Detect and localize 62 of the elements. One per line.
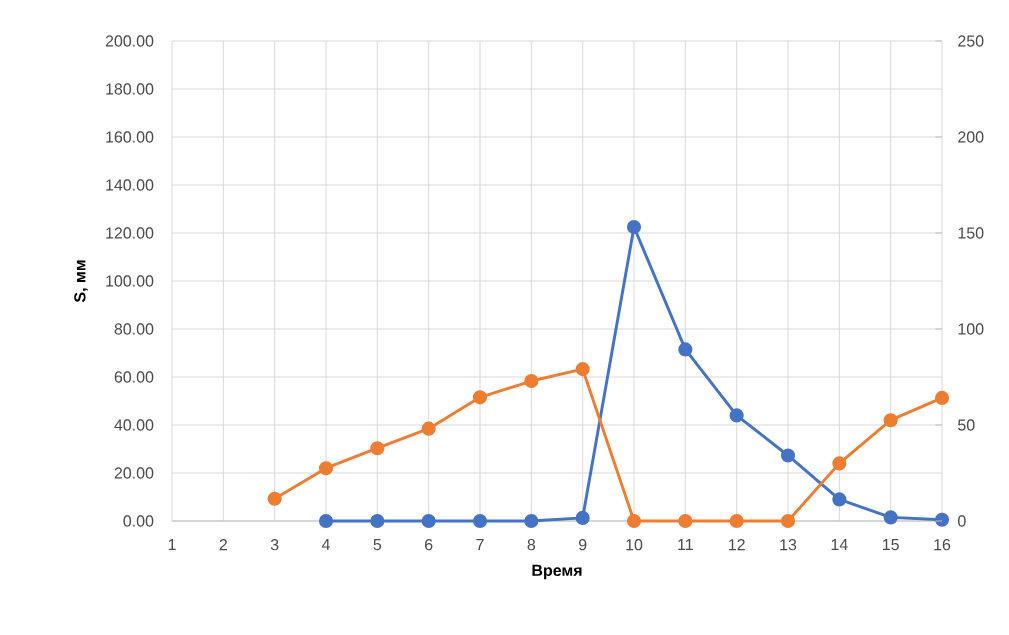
y-tick-label: 200.00 <box>105 35 154 47</box>
x-tick-label: 10 <box>626 539 643 551</box>
point <box>780 448 796 463</box>
point <box>883 413 898 428</box>
y2-tick-label: 50 <box>958 419 975 431</box>
point <box>267 491 282 506</box>
point <box>729 513 744 529</box>
x-tick-label: 9 <box>578 539 587 551</box>
point <box>934 512 950 527</box>
y-tick-label: 160.00 <box>106 131 154 143</box>
y2-tick-label: 100 <box>958 323 984 335</box>
point <box>626 513 642 529</box>
point <box>472 513 488 529</box>
point <box>729 408 744 423</box>
point <box>678 513 693 529</box>
y-tick-label: 40.00 <box>114 419 154 431</box>
y2-tick-label: 200 <box>958 131 984 143</box>
x-tick-label: 2 <box>219 539 227 551</box>
y-tick-label: 140.00 <box>106 179 154 191</box>
point <box>883 510 898 525</box>
y2-tick-label: 0 <box>958 515 966 527</box>
point <box>934 390 950 405</box>
x-tick-label: 11 <box>678 539 693 551</box>
point <box>678 342 693 357</box>
x-tick-label: 15 <box>882 539 899 551</box>
x-tick-label: 3 <box>270 539 279 551</box>
y-tick-label: 180.00 <box>106 83 154 95</box>
y2-tick-label: 150 <box>958 227 984 239</box>
y-tick-label: 80.00 <box>114 323 154 335</box>
x-tick-label: 6 <box>425 539 433 551</box>
point <box>318 461 334 476</box>
point <box>524 513 539 529</box>
point <box>575 362 590 377</box>
x-tick-label: 4 <box>321 539 330 551</box>
y2-tick-label: 250 <box>958 35 984 47</box>
point <box>370 513 385 529</box>
x-tick-label: 12 <box>728 539 745 551</box>
point <box>832 456 847 471</box>
y-tick-label: 60.00 <box>114 371 154 383</box>
x-tick-label: 1 <box>168 539 176 551</box>
point <box>421 421 436 436</box>
point <box>626 219 642 235</box>
y-tick-label: 20.00 <box>114 467 154 479</box>
y-tick-label: 120.00 <box>106 227 154 239</box>
point <box>780 513 796 529</box>
point <box>832 492 847 507</box>
x-tick-label: 8 <box>527 539 536 551</box>
point <box>370 441 385 456</box>
y-tick-label: 0.00 <box>123 515 154 527</box>
x-axis-title: Время <box>532 564 582 580</box>
x-tick-label: 13 <box>780 539 797 551</box>
x-tick-label: 7 <box>476 539 484 551</box>
y-tick-label: 100.00 <box>106 275 154 287</box>
point <box>318 513 334 529</box>
point <box>421 513 436 529</box>
point <box>524 373 539 389</box>
x-tick-label: 14 <box>831 539 848 551</box>
x-tick-label: 5 <box>373 539 382 551</box>
y-axis-title: S, мм <box>74 260 88 303</box>
x-tick-label: 16 <box>934 539 951 551</box>
point <box>472 390 488 405</box>
point <box>575 510 590 525</box>
